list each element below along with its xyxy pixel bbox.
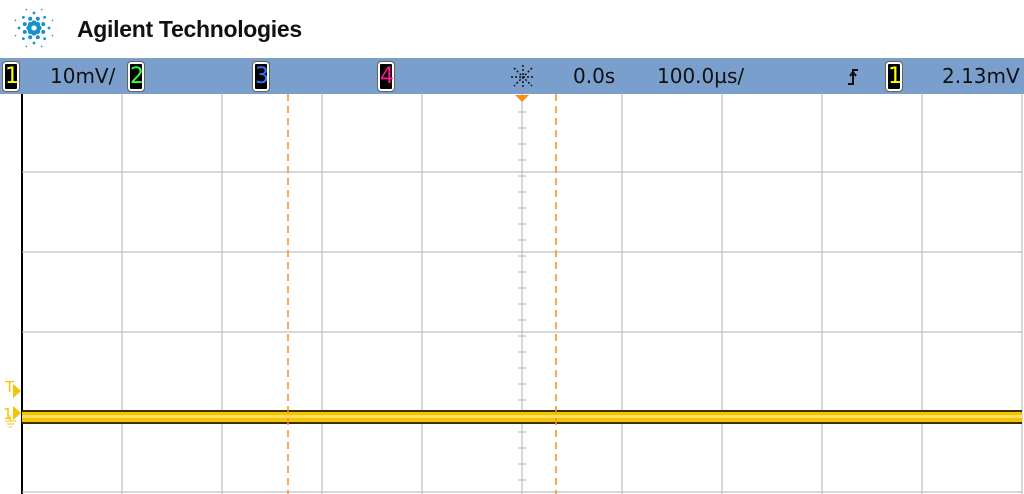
channel-1-trace (22, 410, 1022, 424)
channel-3-badge[interactable]: 3 (252, 61, 270, 92)
channel-2-badge[interactable]: 2 (127, 61, 145, 92)
channel-1-ground-marker[interactable] (13, 406, 21, 420)
channel-1-ground-label: 1 (3, 405, 13, 423)
rising-edge-icon[interactable] (846, 67, 860, 87)
agilent-logo-icon (14, 8, 54, 48)
trigger-level-marker[interactable] (13, 384, 21, 398)
channel-1-scale[interactable]: 10mV/ (50, 64, 116, 88)
trigger-source-badge[interactable]: 1 (885, 61, 903, 92)
sparkle-icon[interactable] (510, 64, 536, 90)
header: Agilent Technologies (0, 0, 1024, 57)
ground-icon (5, 415, 16, 428)
time-scale[interactable]: 100.0µs/ (657, 64, 745, 88)
waveform-display[interactable]: T 1 (0, 94, 1024, 494)
status-bar: 1 10mV/ 2 3 4 0.0s 100.0µs/ 1 2.13mV (0, 58, 1024, 94)
channel-4-badge[interactable]: 4 (377, 61, 395, 92)
trigger-level[interactable]: 2.13mV (942, 64, 1020, 88)
trigger-position-marker[interactable] (515, 95, 529, 102)
trigger-level-marker-label: T (4, 378, 15, 396)
channel-1-badge[interactable]: 1 (2, 61, 20, 92)
graticule (21, 94, 1023, 494)
brand-name: Agilent Technologies (77, 16, 302, 42)
trace-core (22, 415, 1022, 418)
time-delay[interactable]: 0.0s (573, 64, 616, 88)
